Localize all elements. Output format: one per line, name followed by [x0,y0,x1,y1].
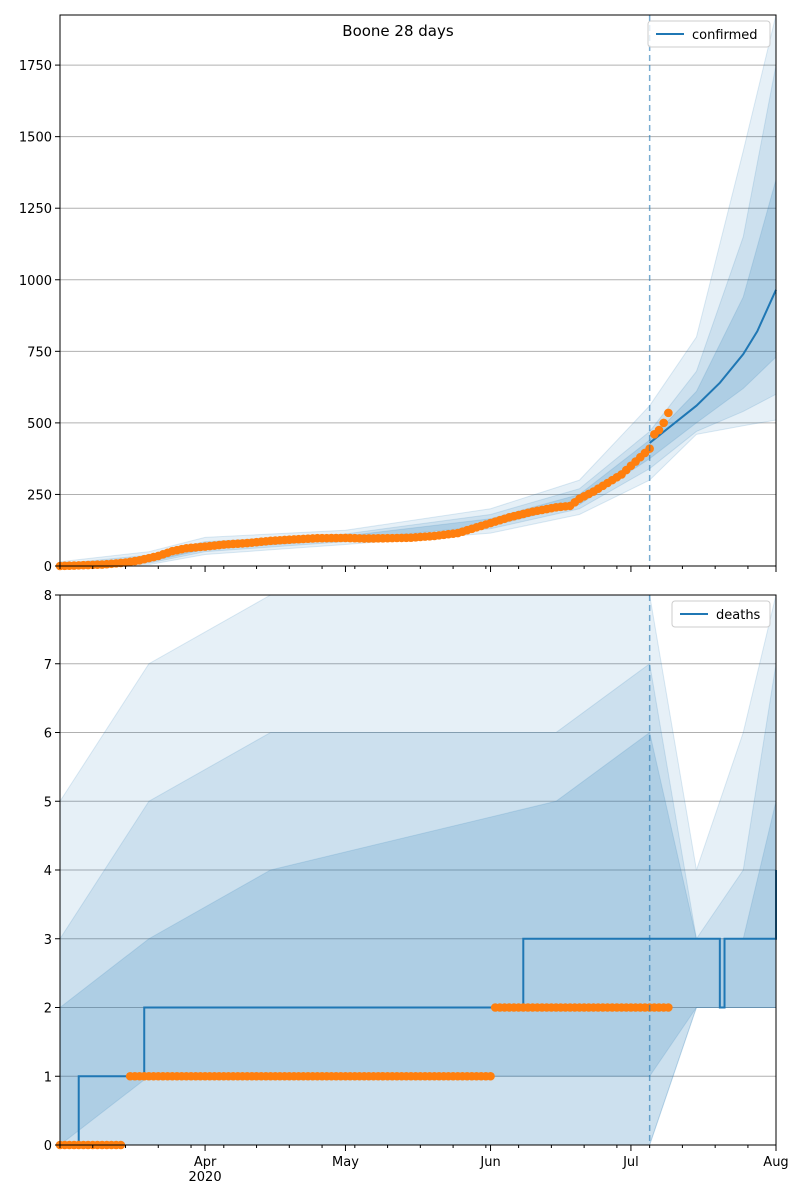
y-tick-label: 250 [27,488,52,503]
y-tick-label: 500 [27,417,52,432]
y-tick-label: 7 [44,658,52,673]
y-tick-label: 750 [27,345,52,360]
x-tick-label: Apr [194,1155,217,1170]
y-tick-label: 2 [44,1002,52,1017]
y-tick-label: 0 [44,560,52,575]
y-tick-label: 8 [44,589,52,604]
x-tick-label: May [332,1155,359,1170]
data-point-observed [664,409,673,418]
legend-label-confirmed: confirmed [692,28,758,43]
y-tick-label: 4 [44,864,52,879]
y-tick-label: 1250 [19,202,52,217]
chart-title: Boone 28 days [342,22,454,40]
data-point-observed [655,426,664,435]
y-tick-label: 6 [44,727,52,742]
y-tick-label: 3 [44,933,52,948]
x-tick-label: Jul [622,1155,639,1170]
y-tick-label: 5 [44,795,52,810]
x-tick-label: 2020 [189,1170,222,1185]
y-tick-label: 0 [44,1139,52,1154]
legend-label-deaths: deaths [716,608,761,623]
y-tick-label: 1 [44,1070,52,1085]
data-point-observed [664,1003,673,1012]
x-tick-label: Jun [479,1155,500,1170]
deaths-legend: deaths [672,601,770,627]
x-tick-label: Aug [763,1155,788,1170]
confirmed-legend: confirmed [648,21,770,47]
y-tick-label: 1750 [19,59,52,74]
y-tick-label: 1000 [19,274,52,289]
data-point-observed [486,1072,495,1081]
data-point-observed [659,419,668,428]
figure: 02505007501000125015001750 Boone 28 days… [0,0,800,1200]
y-tick-label: 1500 [19,131,52,146]
